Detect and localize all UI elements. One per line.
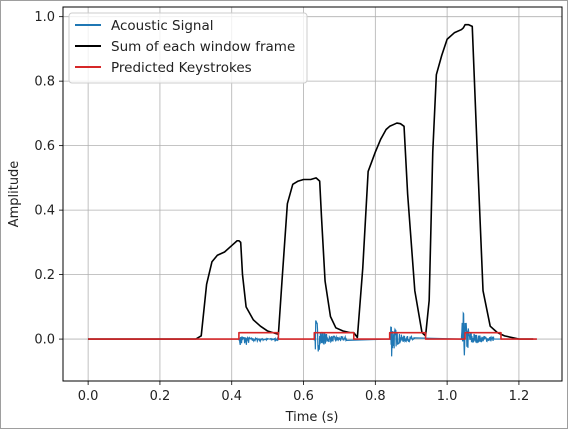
x-tick-label: 0.8 <box>365 389 386 404</box>
window-sum-line <box>88 23 534 340</box>
x-tick-label: 0.4 <box>221 389 242 404</box>
y-tick-label: 0.6 <box>34 139 55 154</box>
y-tick-label: 0.2 <box>34 268 55 283</box>
x-tick-label: 0.0 <box>78 389 99 404</box>
x-tick-label: 1.0 <box>437 389 458 404</box>
legend: Acoustic Signal Sum of each window frame… <box>68 12 308 84</box>
plot-border <box>62 6 563 382</box>
x-tick-label: 0.2 <box>150 389 171 404</box>
y-tick-label: 0.8 <box>34 75 55 90</box>
x-tick-label: 0.6 <box>293 389 314 404</box>
y-tick-label: 0.4 <box>34 204 55 219</box>
legend-label-window-sum: Sum of each window frame <box>111 39 295 55</box>
predicted-keystrokes-line <box>88 331 537 340</box>
y-axis-label: Amplitude <box>7 161 22 228</box>
x-axis-label: Time (s) <box>285 410 339 425</box>
legend-label-acoustic-signal: Acoustic Signal <box>111 18 214 34</box>
y-tick-label: 0.0 <box>34 333 55 348</box>
legend-box <box>68 12 308 84</box>
legend-label-predicted-keystrokes: Predicted Keystrokes <box>111 60 252 76</box>
tick-layer: 0.0 0.2 0.4 0.6 0.8 1.0 1.2 0.0 0.2 0.4 0.6 0.8 1.0 <box>34 10 529 404</box>
series-layer <box>88 23 537 357</box>
y-tick-label: 1.0 <box>34 10 55 25</box>
x-tick-label: 1.2 <box>509 389 530 404</box>
grid-layer <box>63 7 562 381</box>
